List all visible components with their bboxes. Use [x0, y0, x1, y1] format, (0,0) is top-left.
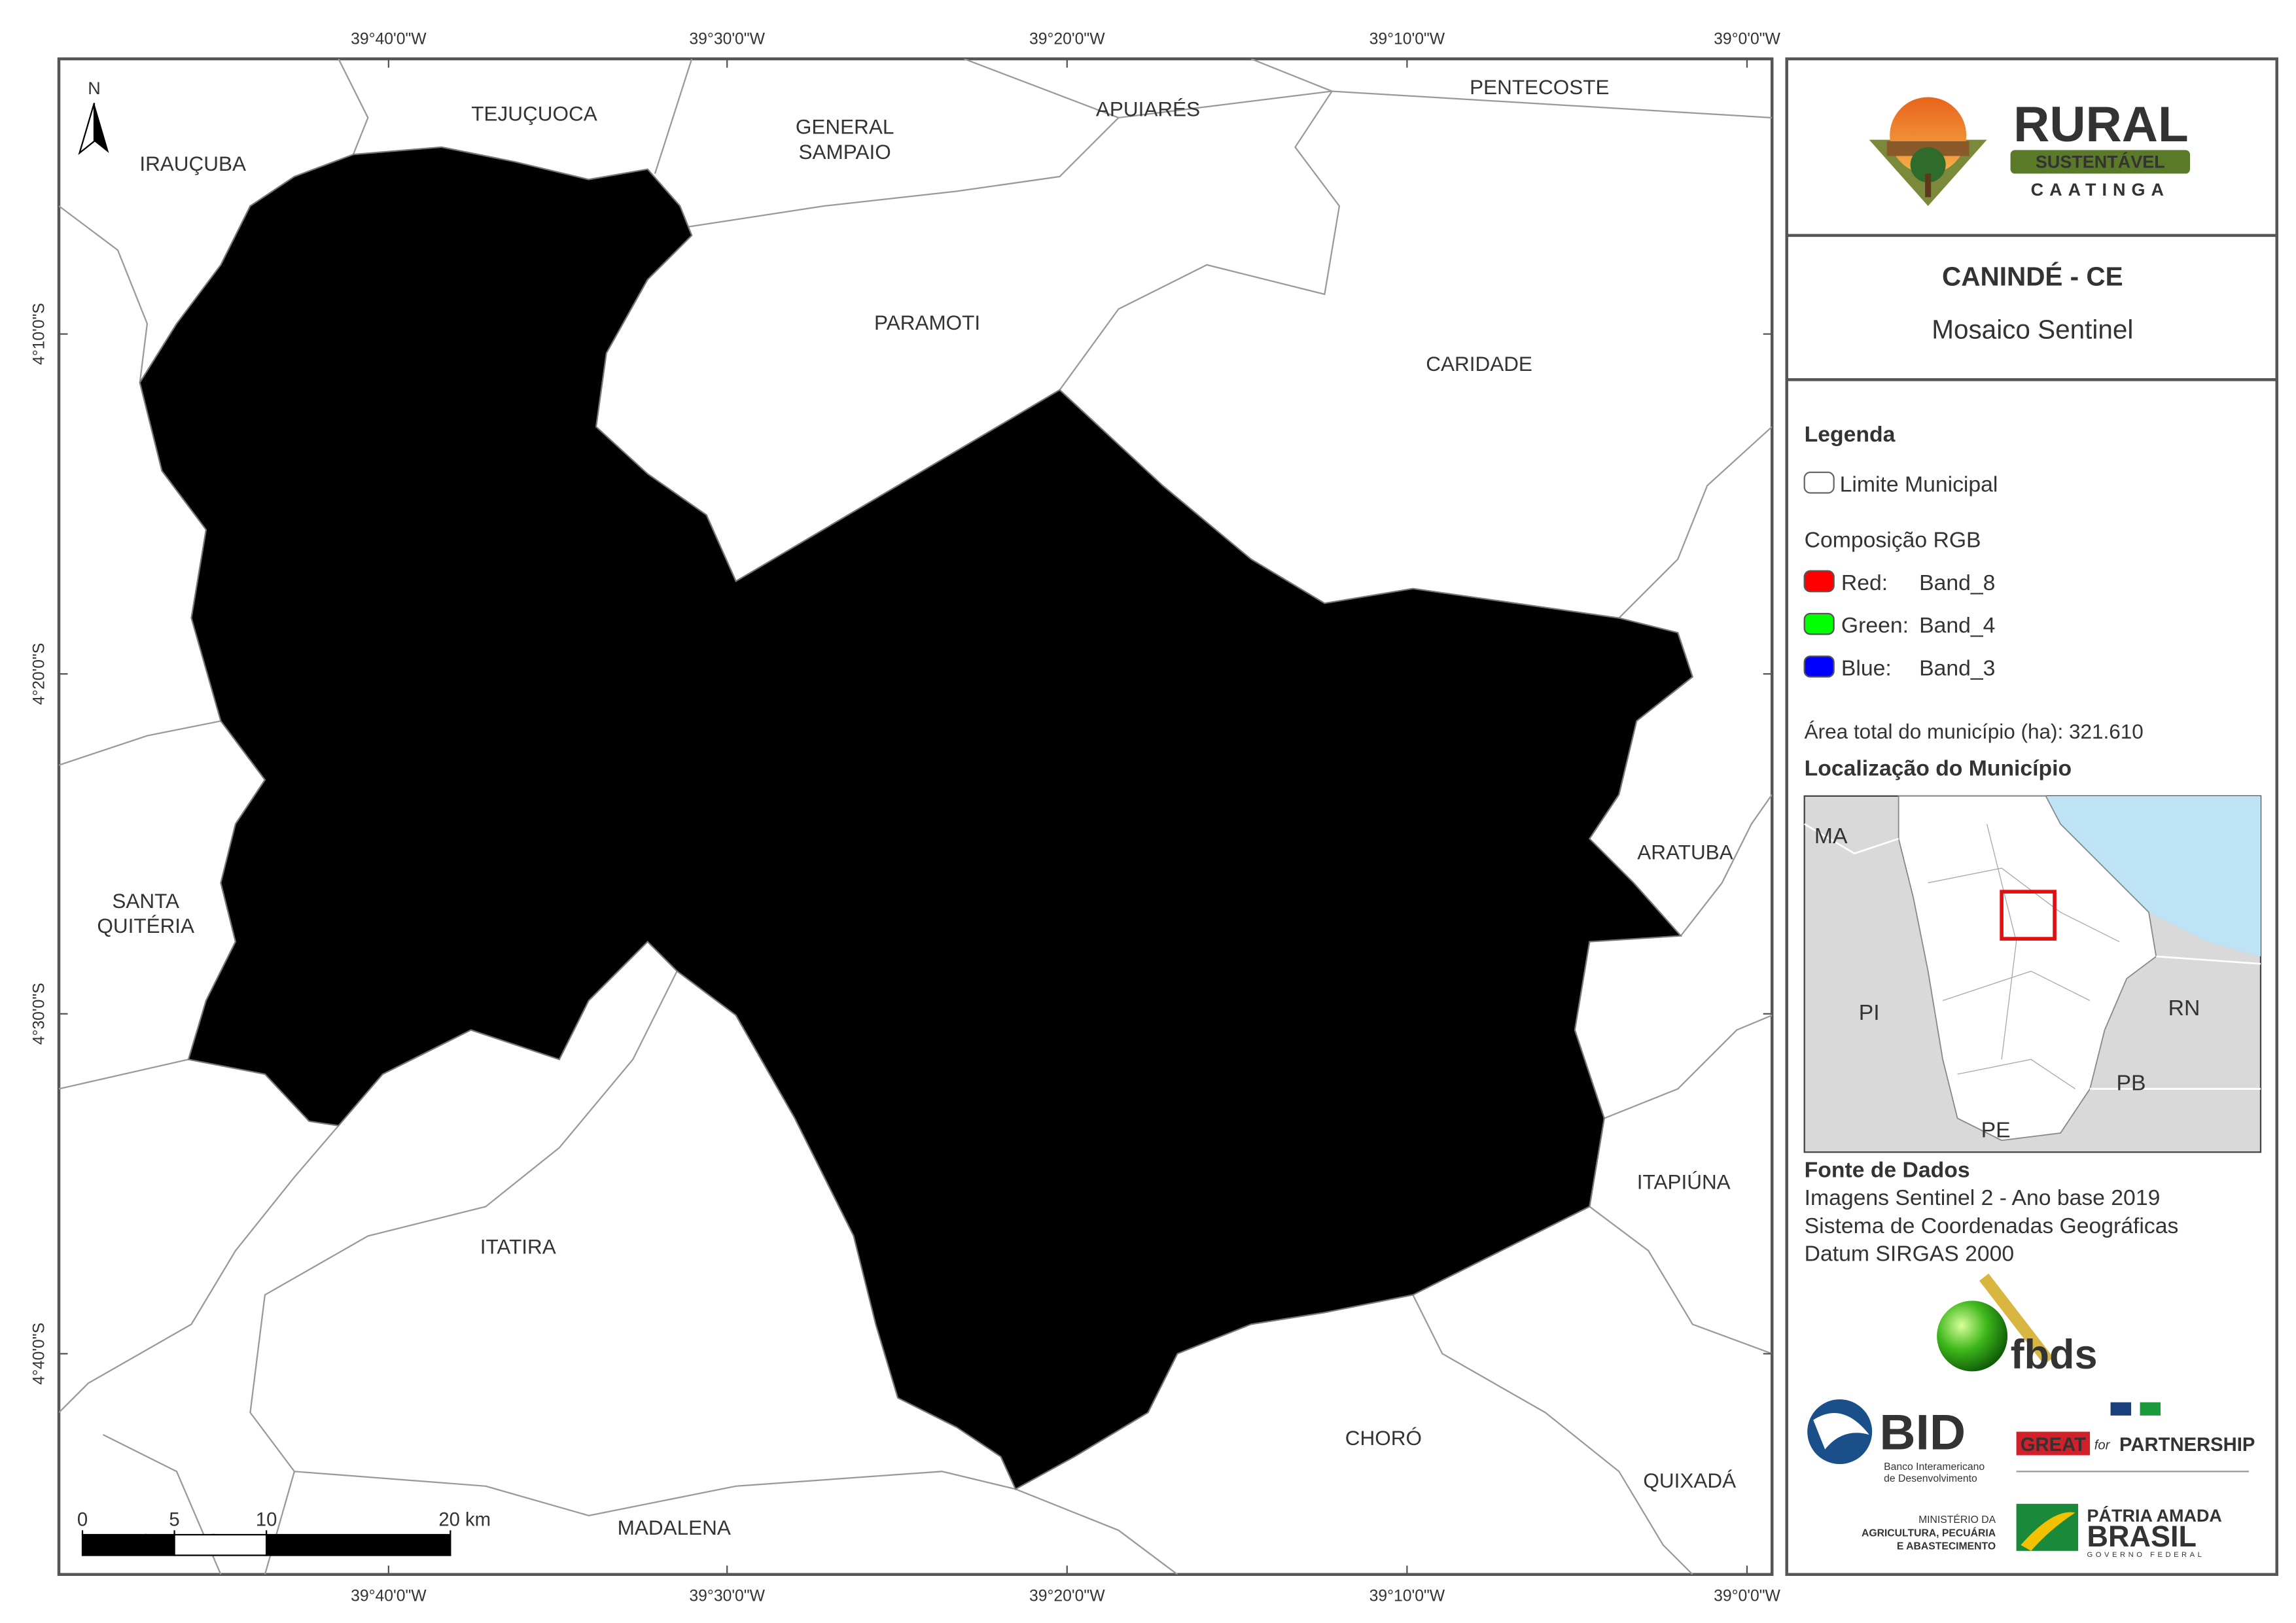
logo-text: SUSTENTÁVEL	[2036, 151, 2165, 171]
place-name: IRAUÇUBA	[139, 152, 246, 175]
map-title: CANINDÉ - CE	[1942, 261, 2123, 291]
inset-label: PB	[2117, 1071, 2146, 1096]
lon-label: 39°40'0"W	[351, 1587, 427, 1605]
lat-label: 4°30'0"S	[31, 983, 48, 1045]
partner-text: AGRICULTURA, PECUÁRIA	[1862, 1526, 1996, 1539]
place-name: SAMPAIO	[799, 140, 891, 164]
place-name: ITAPIÚNA	[1637, 1170, 1731, 1193]
band-name: Band_4	[1919, 613, 1995, 638]
place-name: TEJUÇUOCA	[471, 101, 597, 125]
place-name: PENTECOSTE	[1470, 75, 1609, 99]
place-name: ARATUBA	[1637, 841, 1733, 864]
band-name: Band_8	[1919, 570, 1995, 595]
band-swatch	[1803, 655, 1835, 678]
lon-label: 39°0'0"W	[1714, 30, 1780, 48]
place-name: MADALENA	[618, 1516, 731, 1539]
north-arrow	[94, 103, 109, 153]
band-channel: Green:	[1841, 613, 1909, 638]
place-name: SANTA	[112, 889, 179, 913]
neighbor-boundaries	[59, 58, 1773, 1575]
scale-label: 5	[169, 1510, 179, 1531]
place-name: ITATIRA	[480, 1234, 556, 1258]
partner-text: BID	[1879, 1405, 1966, 1461]
lon-label: 39°0'0"W	[1714, 1587, 1780, 1605]
partner-text: PÁTRIA AMADA	[2087, 1505, 2222, 1526]
inset-label: PE	[1981, 1118, 2011, 1143]
inset-label: RN	[2168, 996, 2200, 1021]
lon-label: 39°40'0"W	[351, 30, 427, 48]
location-heading: Localização do Município	[1805, 756, 2072, 780]
lat-label: 4°40'0"S	[31, 1323, 48, 1385]
boundary-swatch	[1803, 471, 1835, 494]
lon-label: 39°20'0"W	[1029, 1587, 1105, 1605]
partner-text: MINISTÉRIO DA	[1918, 1513, 1996, 1526]
partner-text: BRASIL	[2087, 1520, 2197, 1553]
lon-label: 39°10'0"W	[1369, 30, 1445, 48]
logo-text: RURAL	[2013, 97, 2189, 152]
band-legend: Red: Band_8 Green: Band_4 Blue: Band_3	[1803, 570, 1995, 680]
source-line: Sistema de Coordenadas Geográficas	[1805, 1213, 2179, 1238]
partner-text: GOVERNO FEDERAL	[2087, 1551, 2205, 1559]
legend-heading: Legenda	[1805, 422, 1896, 447]
band-channel: Blue:	[1841, 655, 1892, 680]
inset-map: MA PI RN PB PE	[1803, 795, 2262, 1153]
lon-label: 39°20'0"W	[1029, 30, 1105, 48]
legend-label: Composição RGB	[1805, 528, 1981, 553]
place-name: PARAMOTI	[874, 311, 980, 334]
north-arrow	[78, 103, 96, 156]
inset-label: MA	[1814, 824, 1848, 848]
lon-label: 39°10'0"W	[1369, 1587, 1445, 1605]
sources: Imagens Sentinel 2 - Ano base 2019 Sistem…	[1805, 1185, 2179, 1266]
place-name: CHORÓ	[1345, 1426, 1422, 1450]
scale-segment	[266, 1533, 451, 1556]
map-labels: 39°40'0"W 39°40'0"W 39°30'0"W 39°30'0"W 39°2…	[31, 30, 1781, 1605]
place-name: GENERAL	[796, 115, 894, 139]
scale-segment	[81, 1533, 175, 1556]
lat-label: 4°20'0"S	[31, 643, 48, 705]
source-line: Datum SIRGAS 2000	[1805, 1242, 2014, 1266]
partner-text: Banco Interamericano	[1884, 1461, 1985, 1473]
place-name: CARIDADE	[1426, 352, 1532, 375]
rural-logo: RURAL SUSTENTÁVEL CAATINGA	[1869, 97, 2191, 206]
map-subtitle: Mosaico Sentinel	[1932, 314, 2133, 344]
place-name: QUITÉRIA	[97, 914, 194, 937]
area-text: Área total do município (ha): 321.610	[1805, 720, 2144, 743]
north-label: N	[88, 79, 101, 98]
scale-segment	[173, 1533, 268, 1556]
scale-label: 0	[77, 1510, 88, 1531]
partner-text: GREAT	[2021, 1435, 2086, 1456]
lat-label: 4°10'0"S	[31, 303, 48, 365]
scale-label: 20 km	[438, 1510, 491, 1531]
place-name: APUIARÉS	[1096, 97, 1200, 121]
scale-label: 10	[256, 1510, 277, 1531]
partner-text: de Desenvolvimento	[1884, 1473, 1977, 1484]
band-swatch	[1803, 570, 1835, 593]
logo-text: CAATINGA	[2031, 180, 2170, 200]
band-swatch	[1803, 612, 1835, 635]
partner-text: for	[2094, 1439, 2111, 1453]
source-line: Imagens Sentinel 2 - Ano base 2019	[1805, 1185, 2161, 1210]
partner-text: fbds	[2011, 1332, 2098, 1378]
partner-text: PARTNERSHIP	[2119, 1435, 2255, 1456]
place-name: QUIXADÁ	[1643, 1469, 1736, 1492]
partner-text: E ABASTECIMENTO	[1897, 1541, 1996, 1552]
partner-logos: fbds BID Banco Interamericano de Desenvo…	[1807, 1273, 2255, 1559]
band-channel: Red:	[1841, 570, 1888, 595]
band-name: Band_3	[1919, 655, 1995, 680]
legend-label: Limite Municipal	[1840, 472, 1998, 497]
sources-heading: Fonte de Dados	[1805, 1157, 1970, 1182]
municipal-boundary	[139, 146, 1694, 1490]
lon-label: 39°30'0"W	[689, 30, 765, 48]
inset-label: PI	[1859, 1000, 1880, 1025]
lon-label: 39°30'0"W	[689, 1587, 765, 1605]
